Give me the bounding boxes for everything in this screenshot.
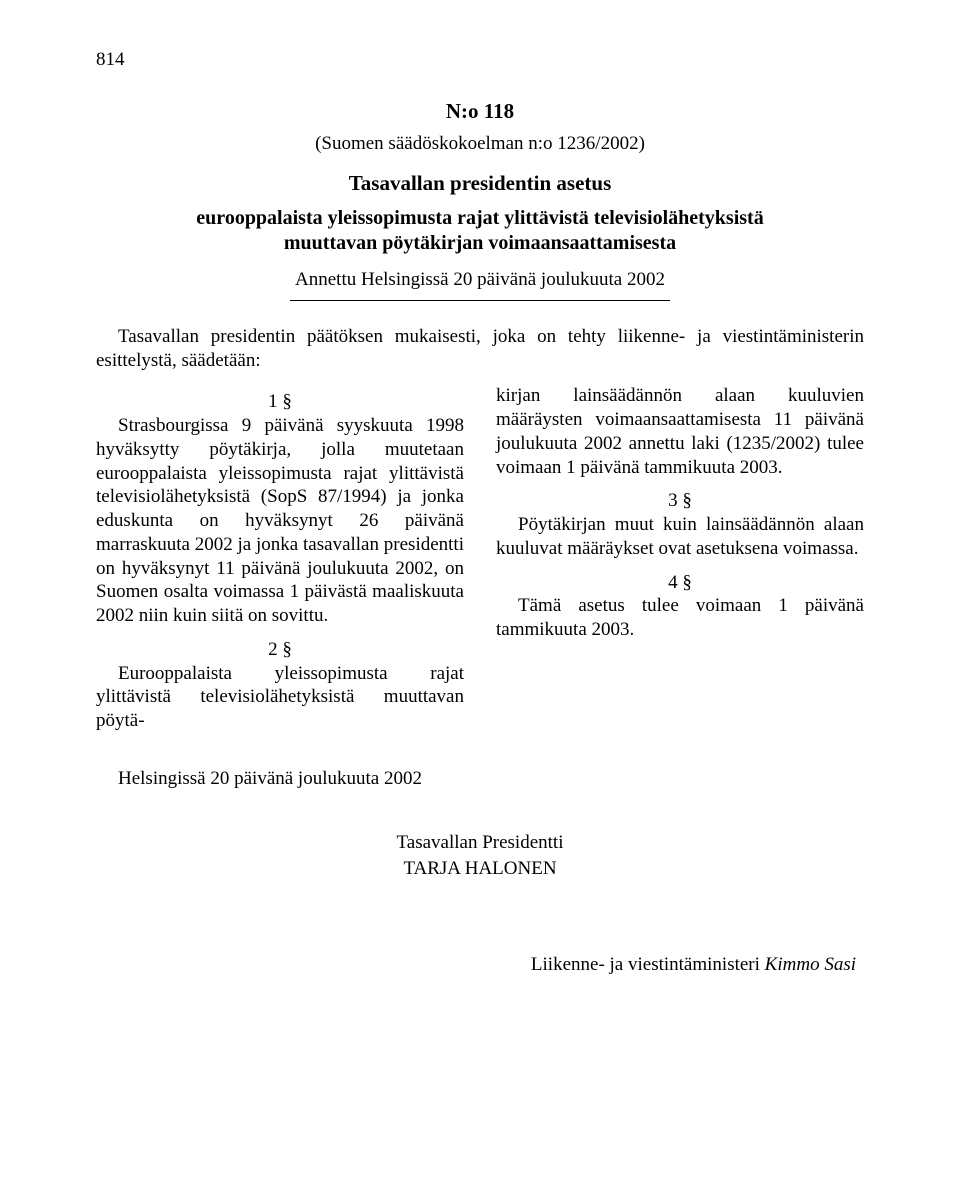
document-title: Tasavallan presidentin asetus bbox=[96, 170, 864, 196]
president-block: Tasavallan Presidentti TARJA HALONEN bbox=[96, 831, 864, 882]
minister-title: Liikenne- ja viestintäministeri bbox=[531, 954, 765, 975]
closing-date: Helsingissä 20 päivänä joulukuuta 2002 bbox=[118, 767, 864, 791]
given-line: Annettu Helsingissä 20 päivänä joulukuut… bbox=[290, 268, 670, 301]
president-name: TARJA HALONEN bbox=[96, 857, 864, 881]
president-title: Tasavallan Presidentti bbox=[96, 831, 864, 855]
page-number: 814 bbox=[96, 48, 864, 72]
section-2-text-left: Eurooppalaista yleissopimusta rajat ylit… bbox=[96, 662, 464, 733]
preamble: Tasavallan presidentin päätöksen mukaise… bbox=[96, 325, 864, 373]
section-1-num: 1 § bbox=[96, 390, 464, 414]
document-header: N:o 118 (Suomen säädöskokoelman n:o 1236… bbox=[96, 98, 864, 301]
section-1-text: Strasbourgissa 9 päivänä syyskuuta 1998 … bbox=[96, 414, 464, 628]
act-number: N:o 118 bbox=[96, 98, 864, 124]
section-3-text: Pöytäkirjan muut kuin lainsäädännön alaa… bbox=[496, 513, 864, 561]
section-3-num: 3 § bbox=[496, 489, 864, 513]
column-right: kirjan lainsäädännön alaan kuuluvien mää… bbox=[496, 384, 864, 743]
document-subtitle: eurooppalaista yleissopimusta rajat ylit… bbox=[96, 206, 864, 256]
page: 814 N:o 118 (Suomen säädöskokoelman n:o … bbox=[0, 0, 960, 1200]
section-2-text-right: kirjan lainsäädännön alaan kuuluvien mää… bbox=[496, 384, 864, 479]
preamble-text: Tasavallan presidentin päätöksen mukaise… bbox=[96, 326, 864, 371]
section-2-num: 2 § bbox=[96, 638, 464, 662]
minister-name: Kimmo Sasi bbox=[765, 954, 856, 975]
body-columns: 1 § Strasbourgissa 9 päivänä syyskuuta 1… bbox=[96, 384, 864, 743]
minister-line: Liikenne- ja viestintäministeri Kimmo Sa… bbox=[96, 953, 864, 977]
column-left: 1 § Strasbourgissa 9 päivänä syyskuuta 1… bbox=[96, 384, 464, 743]
section-4-num: 4 § bbox=[496, 571, 864, 595]
section-4-text: Tämä asetus tulee voimaan 1 päivänä tamm… bbox=[496, 594, 864, 642]
source-reference: (Suomen säädöskokoelman n:o 1236/2002) bbox=[96, 132, 864, 156]
